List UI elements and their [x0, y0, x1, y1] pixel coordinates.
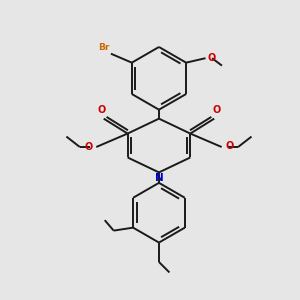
Text: O: O — [97, 105, 106, 115]
Text: O: O — [212, 105, 221, 115]
Text: N: N — [154, 173, 163, 183]
Text: O: O — [225, 141, 233, 152]
Text: O: O — [207, 53, 215, 63]
Text: Br: Br — [98, 43, 110, 52]
Text: O: O — [84, 142, 93, 152]
